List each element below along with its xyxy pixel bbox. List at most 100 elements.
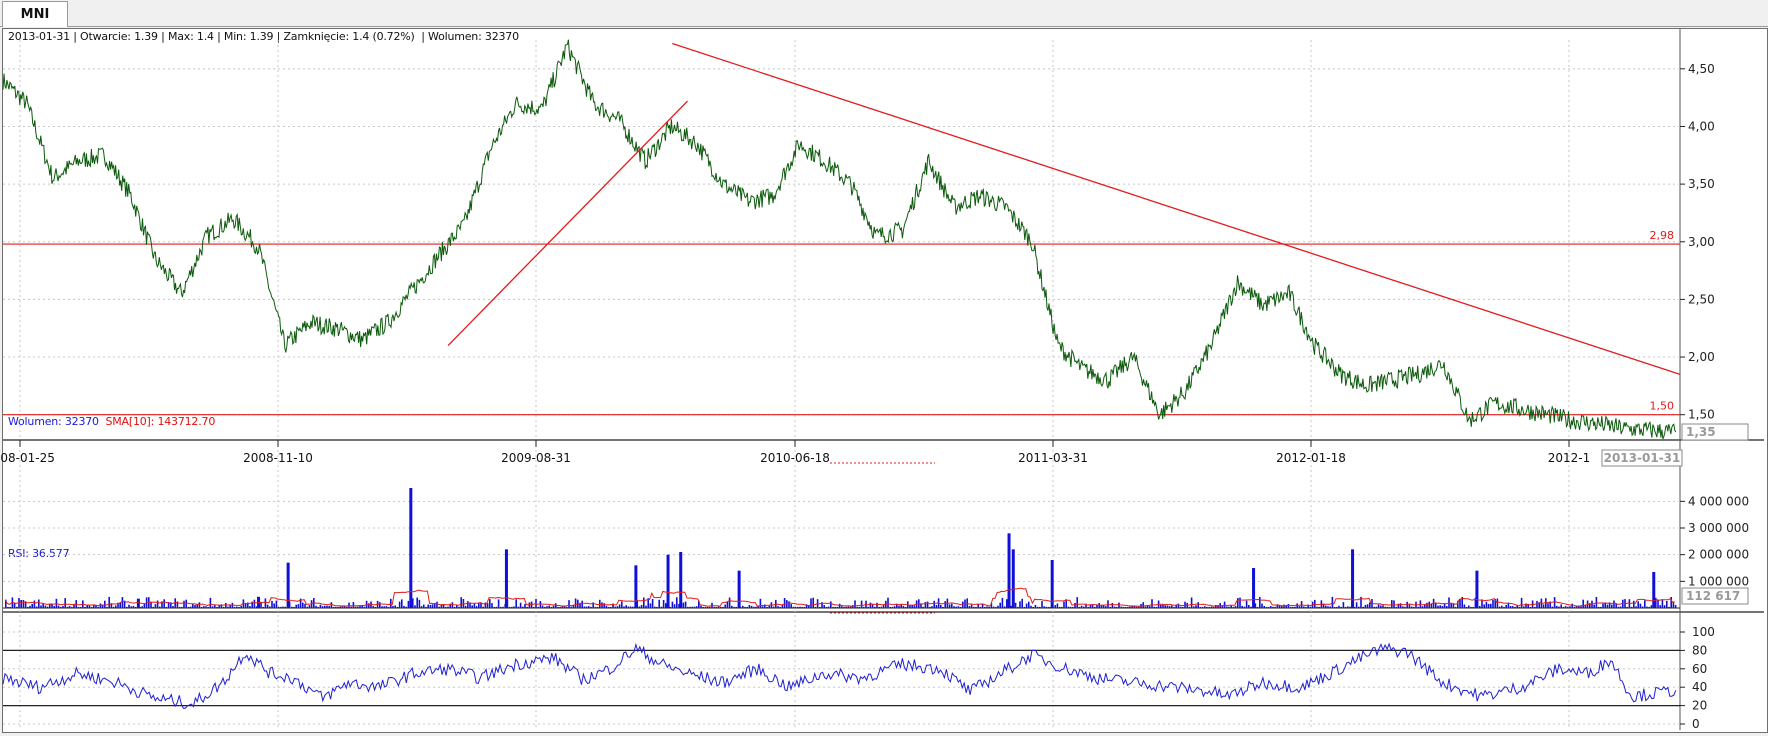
volume-bar: [1342, 602, 1345, 608]
volume-bar: [297, 604, 300, 608]
volume-bar: [167, 602, 170, 608]
volume-bar: [31, 604, 33, 608]
volume-bar: [1043, 606, 1045, 608]
volume-bar: [1536, 600, 1538, 608]
volume-bar: [781, 604, 784, 608]
volume-bar: [24, 601, 27, 608]
volume-bar: [1083, 606, 1085, 608]
volume-bar: [746, 606, 748, 608]
volume-bar: [101, 604, 104, 608]
volume-bar: [772, 606, 775, 608]
sma-legend-value: 143712.70: [157, 415, 216, 428]
volume-bar: [253, 599, 256, 608]
volume-bar: [1206, 606, 1208, 608]
y-tick-label: 4,00: [1688, 119, 1715, 133]
volume-bar: [38, 599, 40, 608]
volume-bar: [585, 606, 588, 608]
volume-bar: [64, 598, 66, 608]
volume-bar: [1278, 605, 1281, 608]
y-tick-label: 4,50: [1688, 62, 1715, 76]
volume-bar: [1573, 606, 1576, 608]
volume-bar: [588, 606, 590, 608]
volume-bar: [97, 606, 99, 608]
volume-bar: [1518, 606, 1521, 608]
volume-bar: [339, 606, 341, 608]
volume-bar: [713, 606, 715, 608]
tab-mni[interactable]: MNI: [2, 1, 68, 27]
volume-bar: [178, 606, 181, 608]
volume-bar: [1036, 606, 1039, 608]
volume-bar: [1421, 606, 1424, 608]
volume-bar: [1589, 603, 1591, 608]
volume-bar: [1201, 606, 1204, 608]
volume-bar: [1250, 606, 1252, 608]
volume-bar: [203, 606, 205, 608]
volume-bar: [1303, 606, 1305, 608]
volume-bar: [779, 606, 781, 608]
x-tick-label: 2012-01-18: [1276, 451, 1346, 465]
volume-bar: [119, 602, 121, 608]
volume-bar: [649, 603, 652, 608]
volume-bar: [387, 606, 390, 608]
volume-bar: [7, 606, 9, 608]
volume-bar: [1534, 606, 1536, 608]
volume-bar: [832, 606, 834, 608]
volume-bar: [1160, 604, 1162, 608]
volume-bar: [717, 606, 720, 608]
volume-bar: [306, 606, 308, 608]
volume-bar: [35, 606, 38, 608]
volume-bar: [1067, 606, 1070, 608]
volume-bar: [627, 606, 630, 608]
volume-bar: [60, 606, 62, 608]
volume-bar: [1151, 599, 1153, 608]
volume-bar: [1333, 606, 1336, 608]
volume-bar: [803, 606, 806, 608]
volume-bar: [425, 606, 427, 608]
volume-bar: [1047, 606, 1050, 608]
volume-bar: [548, 605, 550, 608]
volume-bar: [645, 605, 647, 608]
volume-bar: [682, 602, 685, 608]
volume-bar: [757, 606, 759, 608]
volume-bar: [1375, 606, 1378, 608]
volume-bar: [189, 606, 192, 608]
volume-spike: [634, 565, 638, 608]
volume-bar: [1514, 606, 1516, 608]
volume-bar: [247, 602, 249, 608]
volume-bar: [464, 605, 467, 608]
x-tick-label: 2008-01-25: [0, 451, 55, 465]
volume-bar: [524, 604, 526, 608]
volume-bar: [141, 606, 143, 608]
volume-bar: [192, 604, 194, 608]
volume-bar: [392, 606, 394, 608]
info-min-label: Min:: [223, 30, 247, 43]
support-line-label: 1,50: [1650, 400, 1675, 413]
volume-bar: [55, 598, 58, 608]
volume-bar: [845, 606, 847, 608]
volume-bar: [1355, 602, 1358, 608]
volume-bar: [1413, 606, 1415, 608]
volume-bar: [887, 597, 889, 608]
volume-bar: [599, 599, 601, 608]
volume-bar: [478, 603, 480, 608]
volume-bar: [1166, 605, 1169, 608]
volume-bar: [1399, 603, 1402, 608]
volume-spike: [666, 554, 670, 608]
volume-bar: [1019, 601, 1021, 608]
volume-bar: [1402, 606, 1404, 608]
volume-bar: [605, 605, 608, 608]
volume-bar: [1245, 600, 1248, 608]
volume-tick-label: 1 000 000: [1688, 574, 1749, 588]
volume-bar: [519, 602, 522, 608]
volume-bar: [1611, 604, 1613, 608]
volume-bar: [662, 600, 665, 608]
rsi-tick-label: 20: [1692, 699, 1707, 713]
volume-bar: [1604, 602, 1606, 608]
volume-bar: [1558, 606, 1560, 608]
volume-bar: [594, 606, 597, 608]
volume-bar: [1217, 605, 1219, 608]
volume-bar: [959, 606, 962, 608]
volume-spike: [1351, 549, 1355, 608]
volume-bar: [669, 606, 671, 608]
